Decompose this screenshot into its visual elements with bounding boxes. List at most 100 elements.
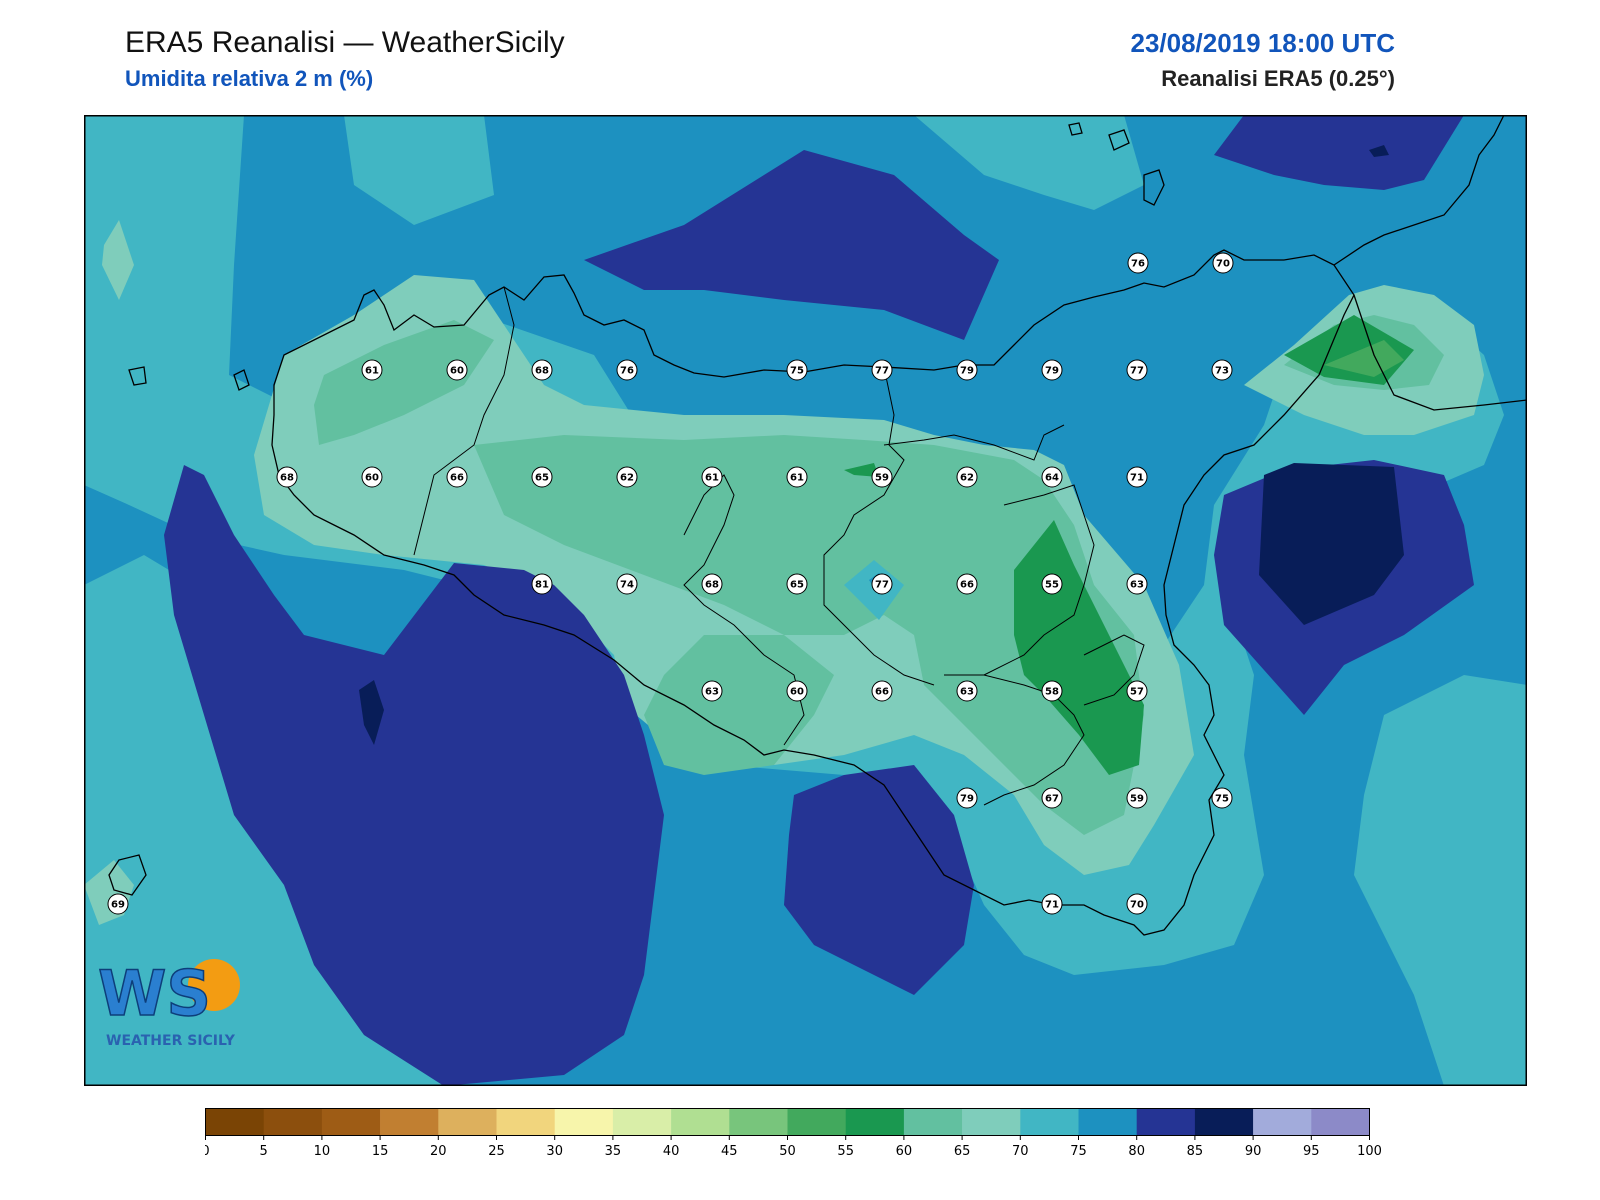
colorbar-swatch bbox=[1136, 1108, 1196, 1136]
station-marker bbox=[531, 466, 553, 488]
station-value: 60 bbox=[365, 473, 379, 484]
station-value: 61 bbox=[705, 473, 719, 484]
station-marker bbox=[786, 359, 808, 381]
station-marker bbox=[1211, 359, 1233, 381]
station-value: 77 bbox=[1130, 366, 1144, 377]
station-markers: 76 70 61 60 68 76 75 77 79 79 77 73 68 60 66 65 62 61 61 59… bbox=[107, 252, 1234, 915]
station-value: 69 bbox=[111, 900, 125, 911]
colorbar-swatch bbox=[787, 1108, 846, 1136]
colorbar-tick-label: 30 bbox=[546, 1144, 563, 1159]
station-value: 71 bbox=[1045, 900, 1059, 911]
station-marker bbox=[531, 359, 553, 381]
province-boundaries bbox=[413, 286, 1145, 806]
contour-60-65 bbox=[314, 315, 1444, 835]
station-value: 66 bbox=[450, 473, 464, 484]
station-marker bbox=[786, 466, 808, 488]
station-marker bbox=[1041, 893, 1063, 915]
station-value: 68 bbox=[535, 366, 549, 377]
station-value: 67 bbox=[1045, 794, 1059, 805]
station-marker bbox=[1041, 466, 1063, 488]
station-marker bbox=[1041, 573, 1063, 595]
colorbar-swatch bbox=[729, 1108, 788, 1136]
station-value: 79 bbox=[960, 794, 974, 805]
colorbar-tick-label: 70 bbox=[1012, 1144, 1029, 1159]
station-value: 68 bbox=[280, 473, 294, 484]
station-marker bbox=[616, 573, 638, 595]
colorbar-tick-label: 75 bbox=[1070, 1144, 1087, 1159]
station-marker bbox=[276, 466, 298, 488]
station-value: 55 bbox=[1045, 580, 1059, 591]
station-value: 66 bbox=[960, 580, 974, 591]
station-marker bbox=[107, 893, 129, 915]
colorbar-ticks: 0 5 10 15 20 25 30 35 40 45 50 55 60 65 70 75 80 85 90 95 10… bbox=[205, 1136, 1382, 1159]
colorbar-swatches bbox=[205, 1108, 1370, 1136]
colorbar-swatch bbox=[845, 1108, 905, 1136]
weathersicily-logo: WS WEATHER SICILY bbox=[97, 956, 240, 1049]
humidity-map: 76 70 61 60 68 76 75 77 79 79 77 73 68 60 66 65 62 61 61 59… bbox=[84, 115, 1527, 1086]
colorbar-tick-label: 50 bbox=[779, 1144, 796, 1159]
station-marker bbox=[1211, 787, 1233, 809]
colorbar-tick-label: 65 bbox=[954, 1144, 971, 1159]
colorbar-swatch bbox=[380, 1108, 439, 1136]
colorbar-tick-label: 5 bbox=[260, 1144, 268, 1159]
colorbar-tick-label: 45 bbox=[721, 1144, 738, 1159]
station-marker bbox=[956, 466, 978, 488]
station-value: 75 bbox=[790, 366, 804, 377]
colorbar-swatch bbox=[496, 1108, 555, 1136]
station-value: 70 bbox=[1130, 900, 1144, 911]
station-value: 62 bbox=[620, 473, 634, 484]
colorbar-swatch bbox=[321, 1108, 381, 1136]
station-marker bbox=[871, 573, 893, 595]
station-value: 71 bbox=[1130, 473, 1144, 484]
colorbar-swatch bbox=[671, 1108, 730, 1136]
valid-datetime: 23/08/2019 18:00 UTC bbox=[1130, 28, 1395, 58]
colorbar-swatch bbox=[1253, 1108, 1312, 1136]
station-marker bbox=[446, 466, 468, 488]
station-value: 79 bbox=[960, 366, 974, 377]
station-value: 63 bbox=[1130, 580, 1144, 591]
colorbar-swatch bbox=[962, 1108, 1021, 1136]
colorbar-swatch bbox=[263, 1108, 323, 1136]
colorbar-tick-label: 40 bbox=[663, 1144, 680, 1159]
colorbar-tick-label: 25 bbox=[488, 1144, 505, 1159]
station-value: 61 bbox=[365, 366, 379, 377]
station-value: 66 bbox=[875, 687, 889, 698]
colorbar: 0 5 10 15 20 25 30 35 40 45 50 55 60 65 70 75 80 85 90 95 10… bbox=[205, 1108, 1382, 1159]
colorbar-swatch bbox=[205, 1108, 264, 1136]
colorbar-tick-label: 100 bbox=[1357, 1144, 1382, 1159]
station-marker bbox=[1041, 359, 1063, 381]
station-marker bbox=[531, 573, 553, 595]
station-marker bbox=[1126, 680, 1148, 702]
logo-sun-icon bbox=[188, 959, 240, 1011]
station-marker bbox=[361, 466, 383, 488]
colorbar-tick-label: 95 bbox=[1303, 1144, 1320, 1159]
colorbar-tick-label: 60 bbox=[896, 1144, 913, 1159]
station-marker bbox=[446, 359, 468, 381]
station-marker bbox=[361, 359, 383, 381]
station-marker bbox=[871, 466, 893, 488]
station-marker bbox=[786, 680, 808, 702]
station-value: 63 bbox=[705, 687, 719, 698]
station-marker bbox=[1041, 787, 1063, 809]
logo-brand: WEATHER SICILY bbox=[106, 1033, 236, 1049]
station-value: 60 bbox=[450, 366, 464, 377]
map-subtitle: Umidita relativa 2 m (%) bbox=[125, 66, 374, 91]
station-value: 57 bbox=[1130, 687, 1144, 698]
data-source: Reanalisi ERA5 (0.25°) bbox=[1161, 66, 1395, 91]
station-value: 70 bbox=[1216, 259, 1230, 270]
station-value: 59 bbox=[1130, 794, 1144, 805]
colorbar-tick-label: 10 bbox=[314, 1144, 331, 1159]
colorbar-swatch bbox=[903, 1108, 963, 1136]
colorbar-swatch bbox=[1020, 1108, 1079, 1136]
station-marker bbox=[701, 466, 723, 488]
colorbar-swatch bbox=[612, 1108, 672, 1136]
station-marker bbox=[1127, 252, 1149, 274]
station-marker bbox=[786, 573, 808, 595]
colorbar-tick-label: 0 bbox=[205, 1144, 210, 1159]
station-marker bbox=[871, 680, 893, 702]
station-marker bbox=[956, 787, 978, 809]
colorbar-tick-label: 90 bbox=[1245, 1144, 1262, 1159]
contour-85-90 bbox=[359, 145, 1404, 745]
colorbar-swatch bbox=[1194, 1108, 1254, 1136]
station-value: 76 bbox=[1131, 259, 1145, 270]
